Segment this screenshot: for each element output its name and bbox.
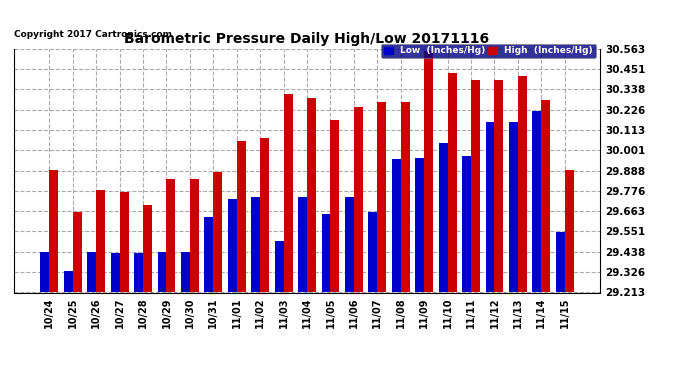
- Bar: [228, 199, 237, 292]
- Bar: [284, 94, 293, 292]
- Bar: [298, 197, 307, 292]
- Bar: [64, 272, 72, 292]
- Bar: [509, 122, 518, 292]
- Bar: [251, 197, 260, 292]
- Bar: [518, 76, 526, 292]
- Bar: [556, 232, 564, 292]
- Bar: [533, 111, 542, 292]
- Bar: [486, 122, 495, 292]
- Bar: [96, 190, 105, 292]
- Bar: [181, 252, 190, 292]
- Bar: [119, 192, 128, 292]
- Bar: [495, 80, 504, 292]
- Bar: [424, 51, 433, 292]
- Bar: [166, 179, 175, 292]
- Bar: [41, 252, 50, 292]
- Bar: [190, 179, 199, 292]
- Bar: [204, 217, 213, 292]
- Bar: [392, 159, 401, 292]
- Title: Barometric Pressure Daily High/Low 20171116: Barometric Pressure Daily High/Low 20171…: [124, 32, 490, 46]
- Bar: [368, 212, 377, 292]
- Bar: [260, 138, 269, 292]
- Bar: [143, 205, 152, 292]
- Bar: [322, 214, 331, 292]
- Bar: [307, 98, 316, 292]
- Bar: [542, 100, 550, 292]
- Text: Copyright 2017 Cartronics.com: Copyright 2017 Cartronics.com: [14, 30, 172, 39]
- Bar: [448, 73, 457, 292]
- Bar: [72, 212, 81, 292]
- Bar: [157, 252, 166, 292]
- Bar: [134, 254, 143, 292]
- Bar: [275, 241, 284, 292]
- Bar: [88, 252, 96, 292]
- Bar: [462, 156, 471, 292]
- Bar: [110, 254, 119, 292]
- Bar: [331, 120, 339, 292]
- Bar: [415, 158, 424, 292]
- Bar: [377, 102, 386, 292]
- Bar: [471, 80, 480, 292]
- Bar: [401, 102, 410, 292]
- Legend: Low  (Inches/Hg), High  (Inches/Hg): Low (Inches/Hg), High (Inches/Hg): [382, 44, 595, 58]
- Bar: [213, 172, 222, 292]
- Bar: [564, 170, 573, 292]
- Bar: [345, 197, 354, 292]
- Bar: [237, 141, 246, 292]
- Bar: [354, 107, 363, 292]
- Bar: [50, 170, 58, 292]
- Bar: [439, 143, 448, 292]
